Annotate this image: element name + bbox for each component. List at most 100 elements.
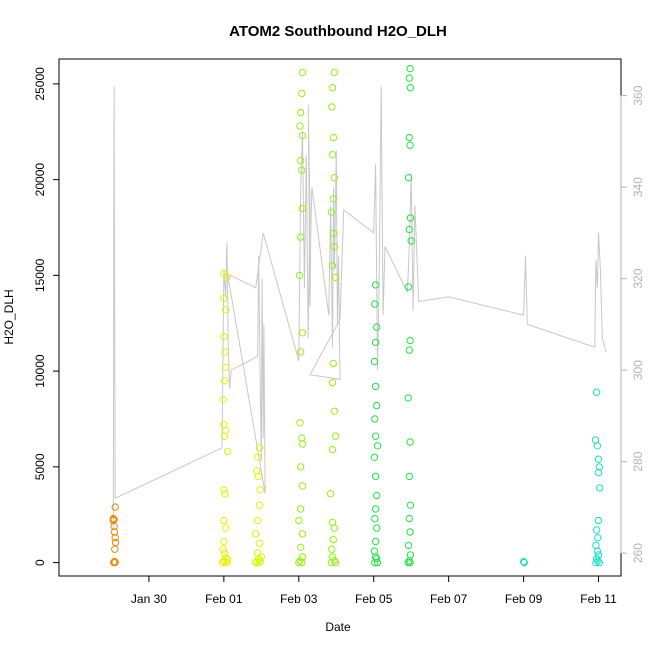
data-point xyxy=(327,558,336,567)
data-point xyxy=(295,516,303,525)
data-point xyxy=(297,348,305,356)
data-point xyxy=(111,538,120,547)
data-point xyxy=(330,243,339,251)
y2-tick-label: 280 xyxy=(631,451,645,471)
data-point xyxy=(296,122,304,130)
x-tick-label: Feb 03 xyxy=(280,592,318,606)
x-tick-label: Feb 05 xyxy=(355,592,393,606)
y2-tick-label: 260 xyxy=(631,543,645,563)
data-point xyxy=(371,514,379,523)
data-point xyxy=(328,545,336,553)
data-point xyxy=(327,208,336,216)
data-point xyxy=(298,482,307,490)
y2-tick-label: 340 xyxy=(631,177,645,197)
data-point xyxy=(404,174,413,182)
data-point xyxy=(328,378,337,387)
data-point xyxy=(222,363,230,371)
data-point xyxy=(326,490,335,498)
data-point xyxy=(331,273,340,281)
data-point xyxy=(592,388,601,396)
data-point xyxy=(298,68,307,77)
data-point xyxy=(406,141,414,149)
data-point xyxy=(219,396,227,404)
x-axis: Jan 30 Feb 01 Feb 03 Feb 05 Feb 07 Feb 09 Feb … xyxy=(131,575,617,606)
data-point xyxy=(371,281,380,289)
data-point xyxy=(594,557,602,565)
data-point xyxy=(594,534,602,542)
data-point xyxy=(406,501,415,509)
x-tick-label: Feb 11 xyxy=(580,592,617,606)
data-point xyxy=(297,156,305,165)
data-point xyxy=(405,74,413,82)
data-point xyxy=(595,463,603,471)
data-point xyxy=(331,558,340,567)
data-point xyxy=(298,204,307,213)
data-point xyxy=(371,558,379,567)
data-point xyxy=(297,463,305,471)
data-point xyxy=(373,442,382,450)
data-point xyxy=(371,415,379,423)
data-point xyxy=(404,541,413,550)
data-point xyxy=(110,522,118,530)
data-point xyxy=(220,549,229,557)
data-point xyxy=(404,283,413,291)
data-point xyxy=(593,547,602,555)
data-point xyxy=(297,505,305,513)
data-point xyxy=(406,336,414,345)
data-point xyxy=(221,490,229,498)
data-point xyxy=(297,233,305,241)
data-point xyxy=(370,357,379,366)
data-point xyxy=(373,401,381,410)
data-point xyxy=(223,558,231,567)
data-point xyxy=(252,558,260,567)
data-point xyxy=(328,151,337,159)
data-point xyxy=(255,444,264,452)
data-point xyxy=(329,535,337,544)
y2-tick-label: 360 xyxy=(631,85,645,105)
data-point xyxy=(519,557,528,566)
data-point xyxy=(298,89,306,98)
data-point xyxy=(328,84,337,92)
data-point xyxy=(592,558,600,567)
data-point xyxy=(373,524,381,532)
data-point xyxy=(406,438,414,446)
data-point xyxy=(329,195,337,203)
data-point xyxy=(406,558,414,567)
data-point xyxy=(405,514,413,523)
data-point xyxy=(594,468,603,477)
y2-tick-label: 320 xyxy=(631,268,645,288)
data-point xyxy=(222,306,230,314)
data-point xyxy=(109,514,118,523)
data-point xyxy=(405,225,413,234)
data-point xyxy=(297,543,305,551)
data-point xyxy=(109,516,118,525)
data-point xyxy=(373,555,381,563)
data-point xyxy=(256,486,264,494)
data-point xyxy=(252,530,260,538)
data-point xyxy=(220,294,228,303)
data-point xyxy=(298,329,307,337)
data-point xyxy=(297,108,305,117)
data-point xyxy=(253,453,262,461)
data-point xyxy=(592,526,601,534)
data-point xyxy=(295,271,304,280)
data-point xyxy=(298,558,306,567)
data-point xyxy=(371,338,380,347)
data-point xyxy=(296,557,304,565)
data-point xyxy=(220,377,229,385)
data-point xyxy=(593,442,602,450)
data-point xyxy=(370,453,379,461)
data-point xyxy=(520,558,528,567)
data-point xyxy=(330,174,339,182)
data-point xyxy=(373,323,381,331)
data-point xyxy=(222,524,230,532)
x-tick-label: Feb 09 xyxy=(505,592,543,606)
data-point xyxy=(406,214,415,222)
data-point xyxy=(594,551,603,559)
y-tick-label: 15000 xyxy=(33,258,47,292)
data-point xyxy=(111,545,119,553)
data-point xyxy=(254,472,262,481)
data-point xyxy=(595,558,603,567)
data-point xyxy=(407,237,415,245)
x-axis-label: Date xyxy=(325,620,351,634)
